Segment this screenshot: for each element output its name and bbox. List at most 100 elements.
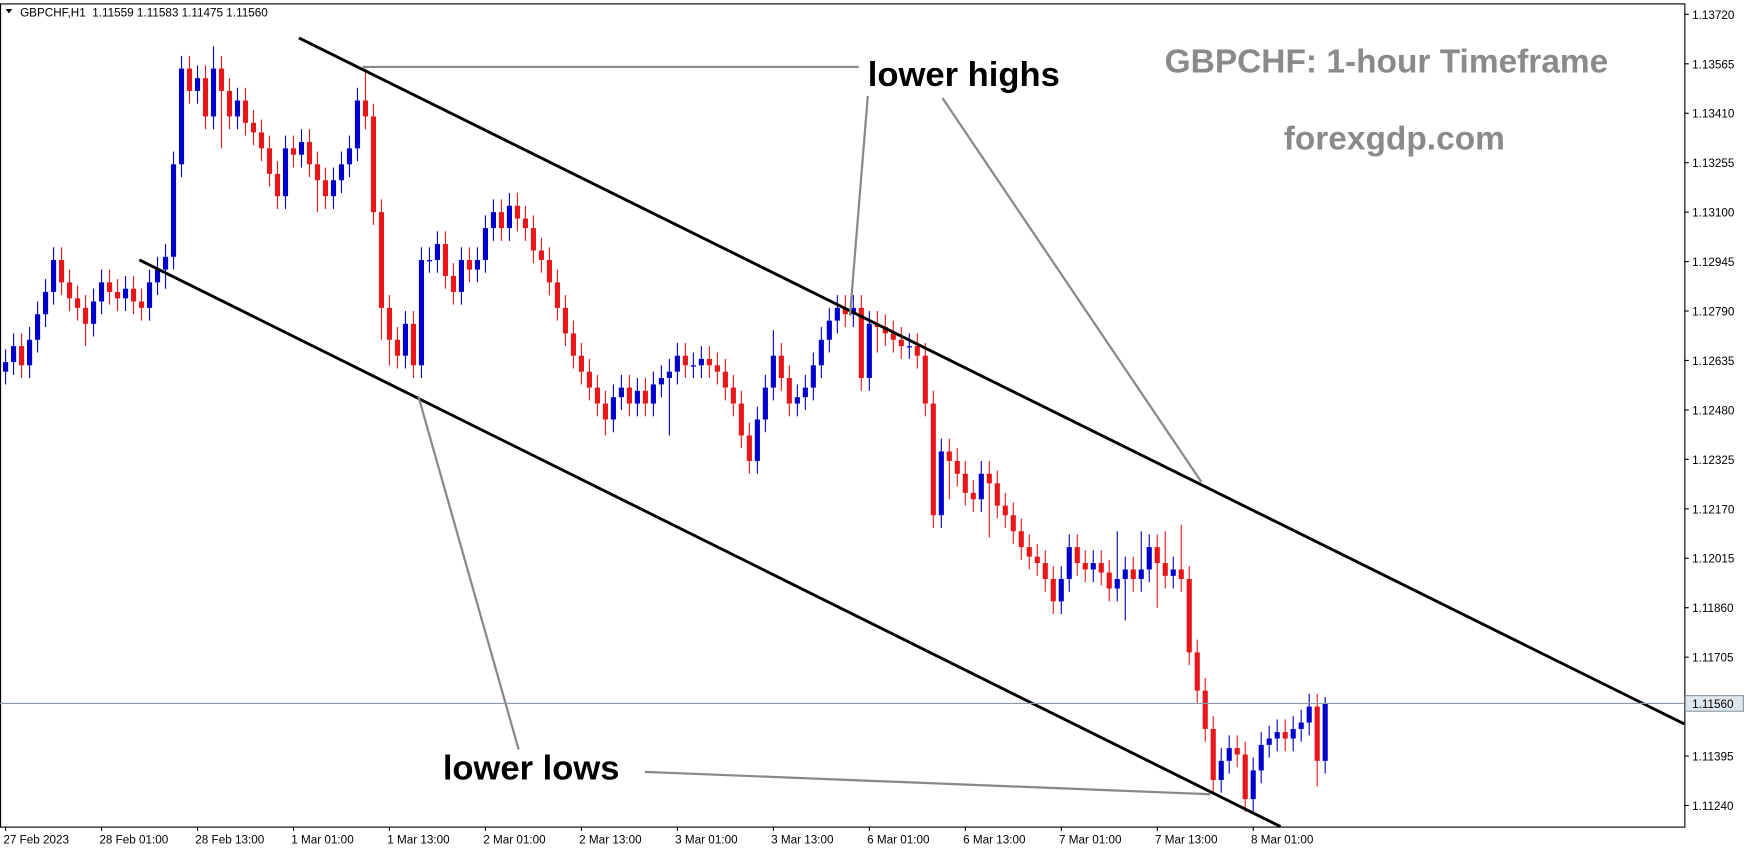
candle-body <box>11 346 17 363</box>
candle-body <box>682 355 688 366</box>
candle-body <box>858 307 864 379</box>
menu-icon <box>5 8 13 14</box>
candle-body <box>1018 531 1024 548</box>
candle-body <box>162 256 169 270</box>
annotation: lower highs <box>868 56 1060 94</box>
candle-body <box>698 358 704 366</box>
candle-body <box>506 205 512 229</box>
x-tick-label: 7 Mar 13:00 <box>1155 833 1218 846</box>
candle-body <box>994 483 1000 506</box>
candle-body <box>546 260 552 283</box>
candle-body <box>730 387 736 404</box>
candle-body <box>786 378 792 404</box>
candle-body <box>1146 547 1152 570</box>
y-tick-label: 1.11705 <box>1692 652 1734 665</box>
x-tick-label: 28 Feb 13:00 <box>195 833 264 846</box>
pointer-line <box>941 97 1203 483</box>
candle-body <box>386 307 393 340</box>
candle-body <box>498 212 504 229</box>
x-tick-label: 3 Mar 01:00 <box>675 833 738 846</box>
y-tick-label: 1.12635 <box>1692 355 1735 368</box>
candle-body <box>578 355 584 372</box>
candle-body <box>1010 515 1016 532</box>
candle-body <box>1282 732 1288 739</box>
candle-body <box>354 100 361 149</box>
candle-body <box>402 323 409 356</box>
candle-body <box>586 371 592 388</box>
candle-body <box>19 346 25 366</box>
candle-body <box>618 387 624 398</box>
candle-body <box>522 218 528 229</box>
candle-body <box>906 346 912 348</box>
candle-body <box>1114 579 1120 589</box>
y-tick-label: 1.12790 <box>1692 306 1735 319</box>
candle-body <box>1066 547 1072 580</box>
candle-body <box>450 275 457 292</box>
candle-body <box>1290 728 1296 739</box>
candle-body <box>274 173 281 197</box>
y-tick-label: 1.13410 <box>1692 108 1735 121</box>
candle-body <box>530 228 536 251</box>
candle-body <box>658 378 664 385</box>
pointer-line <box>848 95 869 316</box>
candle-body <box>818 339 824 366</box>
candle-body <box>738 403 744 436</box>
candle-body <box>1082 563 1088 570</box>
candle-body <box>314 164 321 181</box>
chart-title: GBPCHF,H1 1.11559 1.11583 1.11475 1.1156… <box>20 7 268 20</box>
candle-body <box>898 339 904 347</box>
y-tick-label: 1.11395 <box>1692 751 1734 764</box>
pointer-line <box>644 770 1211 796</box>
candle-body <box>1042 563 1048 580</box>
upper-channel-line <box>298 36 1685 726</box>
last-price-box <box>1684 695 1744 712</box>
last-price-label: 1.11560 <box>1692 698 1734 711</box>
candle-body <box>258 132 265 149</box>
y-tick-label: 1.12480 <box>1692 404 1735 417</box>
candle-body <box>650 384 656 404</box>
candle-body <box>418 260 425 366</box>
candle-body <box>1098 563 1104 573</box>
watermark-site: forexgdp.com <box>1284 120 1505 157</box>
candle-body <box>170 164 177 257</box>
candle-body <box>1106 572 1112 589</box>
candle-body <box>186 68 193 91</box>
candle-body <box>106 282 113 292</box>
candle-body <box>442 244 449 276</box>
candle-body <box>27 339 33 366</box>
candle-body <box>706 358 712 366</box>
y-tick-label: 1.13720 <box>1692 9 1735 22</box>
candle-body <box>610 397 616 420</box>
candle-body <box>634 390 640 404</box>
candle-body <box>1154 547 1160 564</box>
candle-body <box>114 291 121 299</box>
candle-body <box>410 323 417 366</box>
candle-body <box>642 390 648 404</box>
candle-body <box>562 307 568 334</box>
candle-body <box>146 282 153 308</box>
candle-body <box>1306 706 1312 723</box>
candle-body <box>978 473 984 500</box>
candle-body <box>770 355 776 388</box>
candle-body <box>746 435 752 461</box>
candle-body <box>466 260 473 270</box>
candle-body <box>1178 569 1184 580</box>
candle-body <box>1258 744 1264 771</box>
candle-body <box>666 371 672 379</box>
candle-body <box>282 148 289 197</box>
y-tick-label: 1.12170 <box>1692 503 1735 516</box>
candle-body <box>714 365 720 372</box>
watermark-title: GBPCHF: 1-hour Timeframe <box>1165 44 1609 81</box>
candle-body <box>1194 652 1200 691</box>
candle-body <box>306 141 313 165</box>
candle-body <box>1130 569 1136 580</box>
candle-body <box>138 301 145 308</box>
x-tick-label: 2 Mar 01:00 <box>483 833 546 846</box>
candle-body <box>98 282 105 302</box>
candle-body <box>554 282 560 308</box>
x-tick-label: 3 Mar 13:00 <box>771 833 834 846</box>
candle-body <box>1218 760 1224 780</box>
candle-body <box>762 387 768 420</box>
